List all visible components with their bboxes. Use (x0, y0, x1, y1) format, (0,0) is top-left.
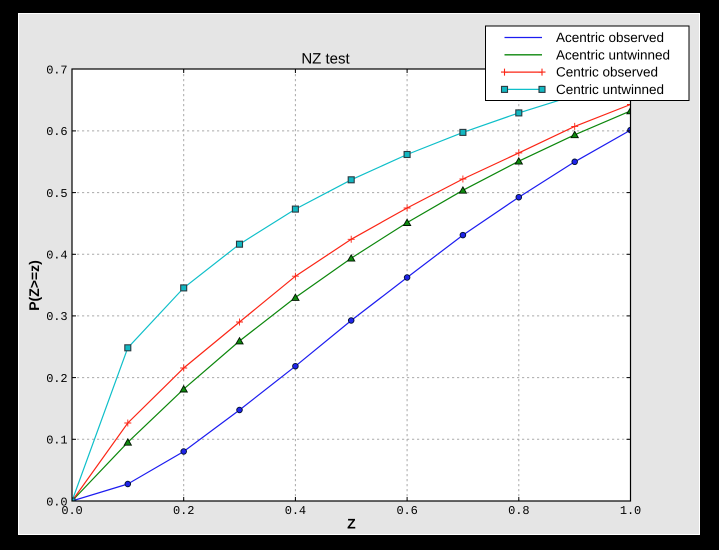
svg-text:0.4: 0.4 (285, 504, 306, 518)
svg-text:1.0: 1.0 (620, 504, 641, 518)
svg-text:0.7: 0.7 (46, 63, 67, 77)
svg-text:P(Z>=z): P(Z>=z) (26, 260, 42, 311)
svg-text:0.0: 0.0 (61, 504, 82, 518)
svg-text:0.3: 0.3 (46, 310, 67, 324)
svg-text:0.8: 0.8 (508, 504, 529, 518)
svg-text:0.2: 0.2 (173, 504, 194, 518)
svg-text:Z: Z (347, 515, 356, 531)
svg-text:Centric observed: Centric observed (556, 65, 658, 80)
svg-text:0.6: 0.6 (46, 125, 67, 139)
svg-text:0.2: 0.2 (46, 372, 67, 386)
svg-text:0.1: 0.1 (46, 434, 67, 448)
svg-text:0.5: 0.5 (46, 187, 67, 201)
svg-text:0.4: 0.4 (46, 249, 67, 263)
svg-text:Acentric observed: Acentric observed (556, 30, 664, 45)
svg-text:0.0: 0.0 (46, 495, 67, 509)
svg-text:Centric untwinned: Centric untwinned (556, 82, 664, 97)
svg-text:Acentric untwinned: Acentric untwinned (556, 47, 670, 62)
svg-text:0.6: 0.6 (396, 504, 417, 518)
svg-text:NZ test: NZ test (301, 51, 350, 68)
